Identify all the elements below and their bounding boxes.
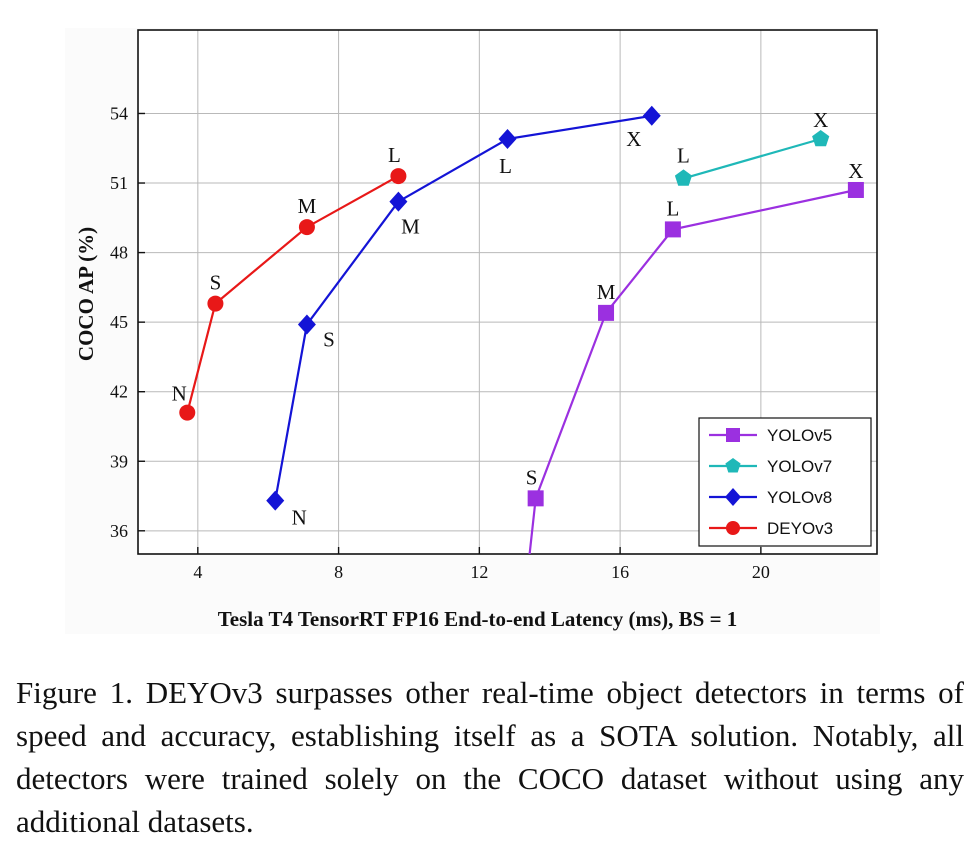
x-tick-label: 12 (470, 562, 488, 582)
data-point-yolov5 (527, 490, 544, 507)
y-tick-label: 45 (110, 312, 128, 332)
data-point-yolov8 (297, 314, 316, 335)
data-point-yolov8 (642, 105, 661, 126)
x-tick-label: 8 (334, 562, 343, 582)
point-label-yolov7: X (813, 108, 828, 132)
point-label-yolov8: M (401, 215, 420, 239)
legend-label-yolov7: YOLOv7 (767, 457, 832, 476)
point-label-yolov8: N (292, 506, 307, 530)
y-tick-label: 54 (110, 103, 128, 123)
data-point-yolov5 (598, 304, 615, 321)
point-label-deyov3: S (210, 271, 222, 295)
y-tick-label: 39 (110, 451, 128, 471)
point-label-yolov8: S (323, 327, 335, 351)
data-point-deyov3 (298, 219, 315, 236)
data-point-deyov3 (390, 168, 407, 185)
point-label-yolov5: M (597, 280, 616, 304)
figure-panel: 4 8 12 16 20 36 39 42 45 48 51 54 Tesla T4 TensorRT … (65, 28, 880, 634)
point-label-yolov5: S (526, 465, 538, 489)
series-line-deyov3 (186, 175, 399, 413)
data-point-yolov7 (812, 130, 830, 147)
x-axis-title: Tesla T4 TensorRT FP16 End-to-end Latenc… (218, 607, 738, 631)
x-tick-label: 20 (752, 562, 770, 582)
data-point-deyov3 (179, 404, 196, 421)
data-point-yolov8 (498, 128, 517, 149)
legend-marker-yolov7 (725, 458, 741, 473)
y-tick-label: 48 (110, 243, 128, 263)
x-tick-label: 4 (193, 562, 202, 582)
legend-label-yolov5: YOLOv5 (767, 426, 832, 445)
y-tick-label: 51 (110, 173, 128, 193)
figure-caption: Figure 1. DEYOv3 surpasses other real-ti… (16, 675, 964, 839)
point-label-yolov5: L (666, 196, 679, 220)
point-label-deyov3: M (298, 194, 317, 218)
legend-marker-yolov8 (725, 488, 741, 506)
point-label-yolov8: L (499, 154, 512, 178)
data-point-yolov7 (674, 169, 692, 186)
point-label-deyov3: L (388, 143, 401, 167)
y-tick-label: 42 (110, 382, 128, 402)
data-point-yolov5 (664, 221, 681, 238)
plot-frame (137, 29, 878, 555)
y-tick-label: 36 (110, 521, 128, 541)
y-axis-title: COCO AP (%) (74, 227, 98, 361)
point-label-yolov8: X (626, 127, 641, 151)
x-tick-label: 16 (611, 562, 629, 582)
data-point-deyov3 (207, 295, 224, 312)
legend-marker-yolov5 (726, 428, 740, 442)
series-line-yolov7 (683, 137, 822, 180)
data-point-yolov8 (389, 191, 408, 212)
legend-label-deyov3: DEYOv3 (767, 519, 833, 538)
point-label-yolov5: X (848, 159, 863, 183)
data-point-yolov5 (847, 181, 864, 198)
point-label-deyov3: N (172, 382, 187, 406)
legend-label-yolov8: YOLOv8 (767, 488, 832, 507)
data-point-yolov8 (266, 490, 285, 511)
point-label-yolov7: L (677, 143, 690, 167)
legend-marker-deyov3 (726, 521, 740, 535)
